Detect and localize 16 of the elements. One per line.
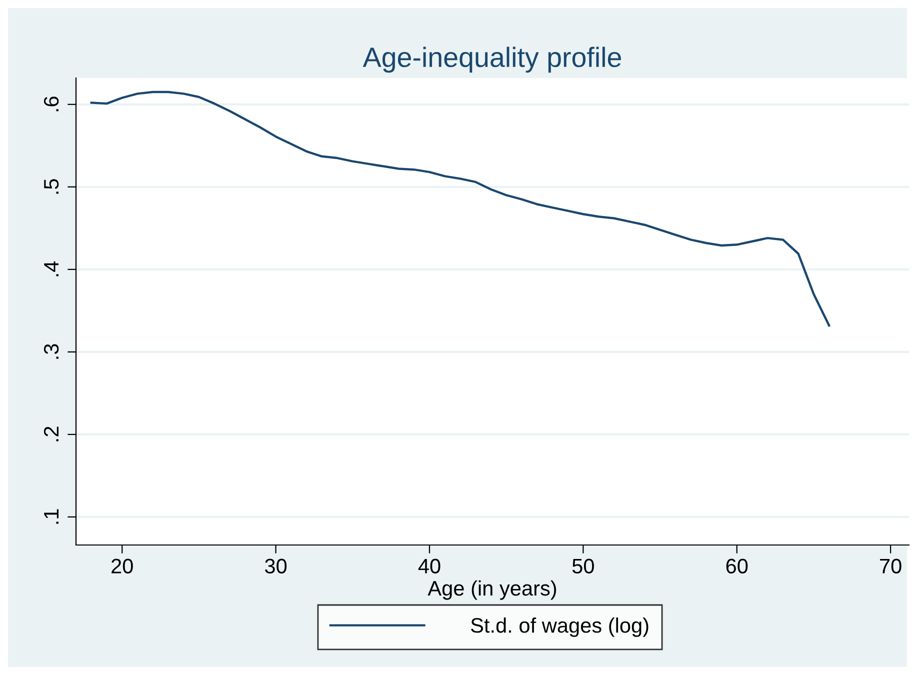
y-tick-label: .2 <box>44 426 58 442</box>
chart-title: Age-inequality profile <box>362 46 621 73</box>
y-tick-label: .1 <box>44 509 58 524</box>
x-tick-label: 50 <box>572 558 594 574</box>
line-series <box>90 90 830 327</box>
legend-label: St.d. of wages (log) <box>471 618 648 637</box>
x-tick-label: 40 <box>418 558 440 574</box>
y-tick-label: .5 <box>44 179 59 194</box>
x-tick-label: 60 <box>726 558 748 574</box>
x-axis-title: Age (in years) <box>428 580 556 600</box>
y-tick-label: .4 <box>44 261 58 276</box>
y-tick-label: .3 <box>44 344 59 359</box>
x-tick-label: 30 <box>265 558 287 574</box>
y-tick-label: .6 <box>44 96 59 112</box>
x-tick-label: 20 <box>112 558 133 574</box>
x-tick-label: 70 <box>880 558 902 574</box>
